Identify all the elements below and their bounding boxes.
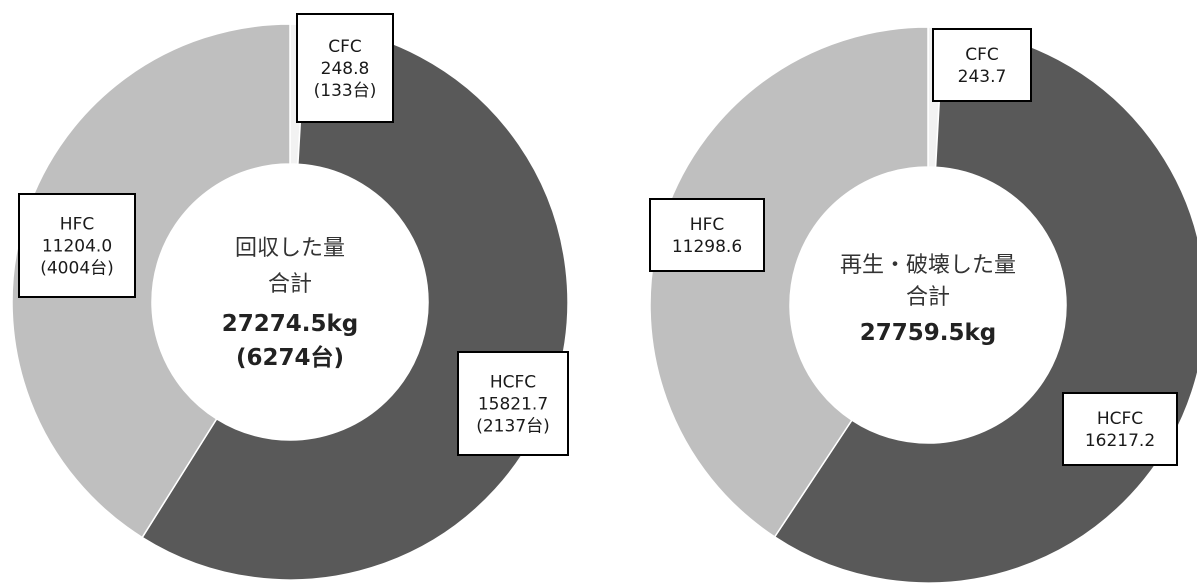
label-text: 15821.7: [478, 395, 548, 415]
label-text: HFC: [690, 215, 724, 235]
center-text: 合計: [906, 285, 950, 310]
label-box: [649, 198, 765, 272]
label-box: [296, 13, 394, 123]
label-text: HCFC: [1097, 409, 1143, 429]
center-text: (6274台): [236, 344, 344, 371]
center-text: 27274.5kg: [222, 311, 359, 337]
label-text: HFC: [60, 215, 94, 235]
label-text: 16217.2: [1085, 431, 1155, 451]
label-text: 243.7: [958, 67, 1007, 87]
label-text: 11204.0: [42, 237, 112, 257]
label-box: [932, 28, 1032, 102]
center-text: 再生・破壊した量: [840, 253, 1016, 278]
label-text: (4004台): [40, 259, 114, 279]
label-text: 11298.6: [672, 237, 742, 257]
donut-hole: [152, 164, 428, 440]
label-text: (2137台): [476, 417, 550, 437]
label-box: [18, 193, 136, 298]
center-text: 合計: [268, 272, 312, 297]
center-text: 27759.5kg: [860, 320, 997, 346]
label-text: HCFC: [490, 373, 536, 393]
label-text: CFC: [965, 45, 999, 65]
donut-hole: [790, 167, 1066, 443]
label-box: [457, 351, 569, 456]
label-text: 248.8: [321, 59, 370, 79]
center-text: 回収した量: [235, 236, 345, 261]
label-box: [1062, 392, 1178, 466]
label-text: (133台): [314, 81, 377, 101]
label-text: CFC: [328, 37, 362, 57]
